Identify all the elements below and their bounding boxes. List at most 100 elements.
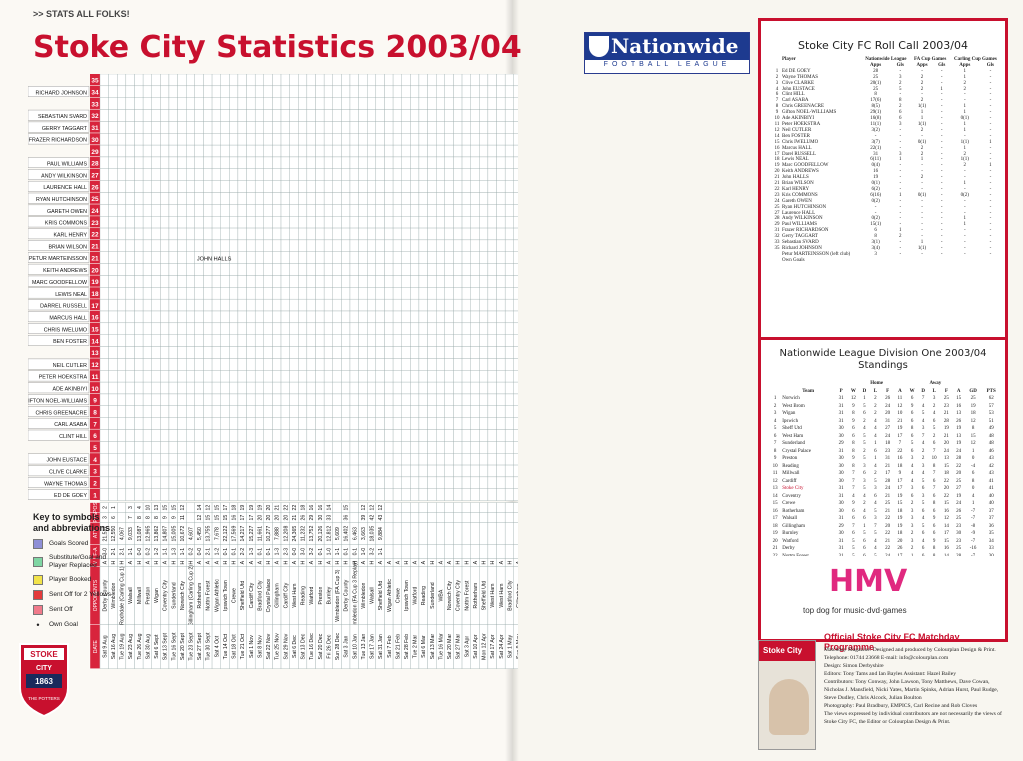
roll-value [934,258,950,264]
standings-value: 2 [863,501,866,506]
grid-cell [444,488,454,501]
grid-cell [272,133,282,146]
grid-cell [487,358,497,371]
grid-cell [392,192,402,205]
grid-cell [427,251,437,264]
standings-value: 25 [956,546,962,551]
fixture-pos: 16 [318,505,324,511]
grid-cell [444,192,454,205]
standings-value: 30 [838,463,844,469]
grid-cell [487,121,497,134]
grid-cell [280,144,290,158]
roll-apps-header: Apps [916,62,928,68]
grid-cell [134,370,144,383]
grid-cell [151,322,161,335]
grid-cell [211,97,221,110]
roll-value: 2 [963,163,967,169]
grid-cell [444,216,454,229]
grid-cell [479,298,489,312]
grid-cell [392,156,402,169]
grid-cell [203,192,213,205]
roll-value: 0(1) [917,139,927,145]
player-name-box [27,263,90,275]
grid-cell [323,358,333,371]
roll-value: 31 [774,228,780,234]
grid-cell [108,476,118,489]
fixture-pts: 6 [111,516,117,519]
grid-cell [375,263,385,276]
grid-cell [470,310,480,324]
grid-cell [453,405,463,418]
grid-cell [151,417,161,430]
fixture-date: Sun 9 May [516,634,518,659]
grid-cell [306,287,316,300]
grid-cell [461,393,471,406]
grid-cell [229,298,239,312]
grid-cell [436,334,445,347]
fixture-pos: 19 [257,505,263,511]
fixture-v: A [447,560,453,564]
grid-cell [186,144,195,158]
grid-cell [392,85,402,98]
standings-value: 12 [850,396,856,401]
grid-cell [341,476,351,489]
grid-cell [487,109,497,122]
fixture-date: Sat 17 Apr [490,634,496,658]
grid-cell [177,97,187,110]
standings-value: 29 [838,523,844,529]
grid-cell [194,227,204,241]
fixture-att: 13,752 [309,526,315,542]
grid-cell [220,216,230,229]
grid-cell [125,322,135,335]
grid-cell [186,476,195,489]
grid-cell [125,251,135,264]
standings-value: 6 [863,516,866,521]
grid-cell [496,370,506,383]
grid-cell [194,275,204,288]
grid-cell [306,298,316,312]
grid-cell [246,287,256,300]
grid-cell [237,239,247,252]
roll-value: - [989,121,992,127]
grid-cell [168,109,178,122]
roll-value: - [940,157,943,163]
grid-cell [444,441,454,454]
grid-cell [470,109,480,122]
fixture-opp: Ipswich Town [404,580,410,611]
standings-value: 3 [910,538,914,544]
fixture-opp: Gillingham [275,583,281,608]
roll-value: - [989,80,992,86]
roll-carling-header: Carling Cup Games [954,57,997,62]
crest-top: STOKE [30,650,58,659]
roll-value: 12 [774,127,780,133]
grid-cell [160,310,170,324]
fixture-pts: 20 [257,515,263,521]
fixture-pts: 15 [206,515,212,521]
grid-cell [229,405,239,418]
standings-value: 5 [863,433,866,439]
standings-value: 19 [956,493,962,499]
grid-cell [211,334,221,347]
roll-value: - [921,133,923,139]
fixture-cell [401,512,411,523]
grid-cell [289,441,299,454]
roll-call-row: Own Goals [773,258,1001,264]
grid-cell [453,298,463,312]
fixture-cell [470,512,480,523]
grid-cell [504,393,514,406]
roll-value: - [940,216,943,222]
standings-row: 12 Cardiff 30 7 3 5 28 17 4 5 6 22 25 8 41 [769,478,1001,486]
grid-cell [436,73,445,87]
fixture-opp: Sunderland [171,582,177,609]
roll-value: - [963,228,966,234]
grid-cell [479,310,489,324]
grid-cell [315,168,325,181]
standings-col-header: F [886,388,890,394]
grid-cell [237,381,247,395]
grid-cell [384,322,394,335]
grid-cell [358,275,368,288]
grid-cell [151,488,161,501]
standings-value: 6 [921,508,925,514]
grid-cell [487,393,497,406]
roll-call-row: 24 Gareth OWEN 0(2) - - - - - [773,199,1001,205]
